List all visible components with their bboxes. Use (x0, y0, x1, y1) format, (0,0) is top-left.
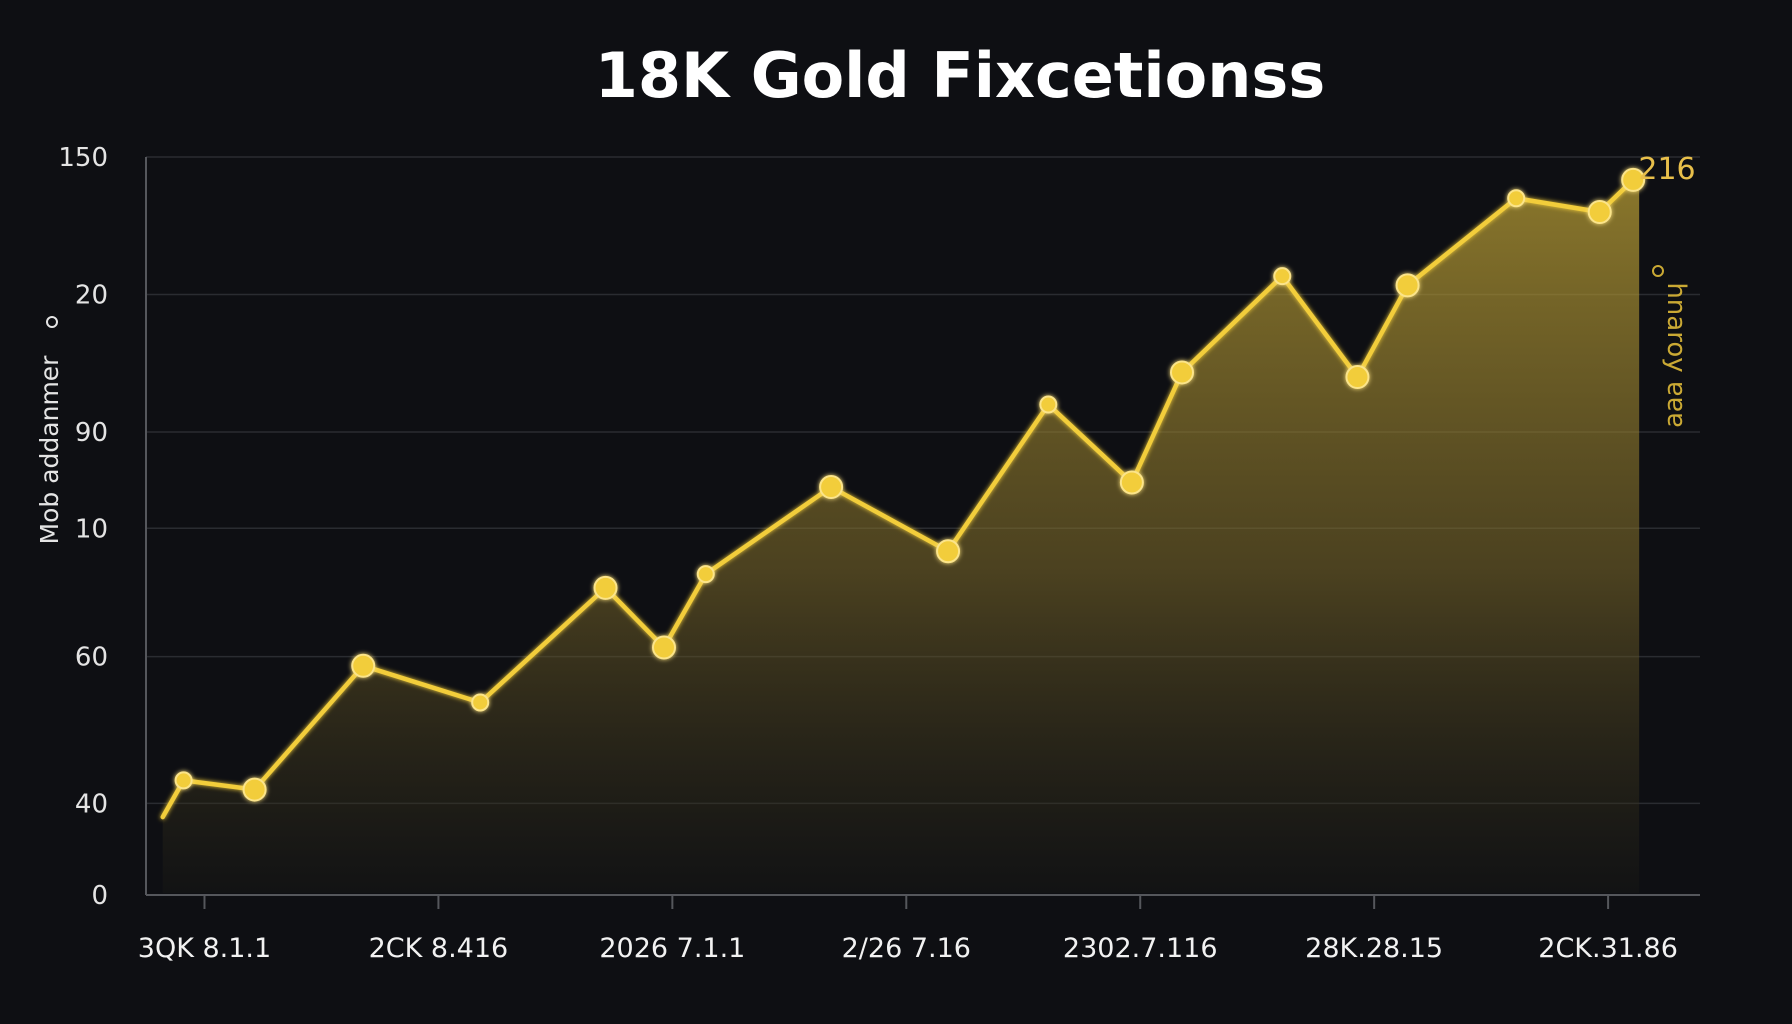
y-tick-label: 60 (75, 643, 108, 673)
y-axis-ticks: 0 40 60 10 90 20 150 (58, 143, 108, 911)
data-point (1587, 200, 1612, 225)
data-point (819, 475, 844, 500)
y-tick-label: 90 (75, 418, 108, 448)
data-point (1395, 273, 1420, 298)
ylabel-dot-icon (46, 316, 58, 328)
x-tick-label: 2/26 7.16 (842, 933, 971, 964)
area-fill-path (162, 179, 1640, 893)
y-tick-label: 40 (75, 789, 108, 819)
data-point (471, 693, 490, 712)
data-point (593, 575, 618, 600)
peak-value-label: 216 (1638, 152, 1695, 187)
data-point (1621, 167, 1646, 192)
x-tick-label: 2CK 8.416 (369, 933, 509, 964)
x-tick-label: 3QK 8.1.1 (138, 933, 271, 964)
data-point (1273, 267, 1292, 286)
right-side-label: hnaroy ɐɐɐ (1661, 282, 1691, 427)
x-tick-label: 2302.7.116 (1063, 933, 1218, 964)
x-axis-ticks: 3QK 8.1.1 2CK 8.416 2026 7.1.1 2/26 7.16 230… (138, 933, 1678, 964)
data-point (652, 635, 676, 660)
data-point (1345, 365, 1370, 390)
data-markers (174, 167, 1646, 802)
y-tick-label: 150 (58, 143, 108, 173)
data-point (1170, 360, 1194, 385)
x-tick-label: 2026 7.1.1 (599, 933, 745, 964)
y-axis-label: Mob addanmer (35, 355, 64, 545)
x-tick-label: 2CK.31.86 (1538, 933, 1678, 964)
side-label-dot-icon (1652, 265, 1664, 277)
y-tick-label: 20 (75, 281, 108, 311)
y-tick-label: 0 (91, 881, 108, 911)
data-point (936, 539, 961, 564)
data-point (1507, 189, 1526, 208)
data-point (242, 777, 267, 802)
x-tick-label: 28K.28.15 (1305, 933, 1443, 964)
data-point (351, 653, 376, 678)
chart-title: 18K Gold Fixcetionss (595, 39, 1325, 112)
area-fill (162, 179, 1640, 893)
data-point (174, 771, 193, 790)
data-point (1039, 395, 1058, 414)
data-point (696, 565, 715, 584)
axes (145, 157, 1700, 909)
data-point (1119, 470, 1144, 495)
y-tick-label: 10 (75, 514, 108, 544)
